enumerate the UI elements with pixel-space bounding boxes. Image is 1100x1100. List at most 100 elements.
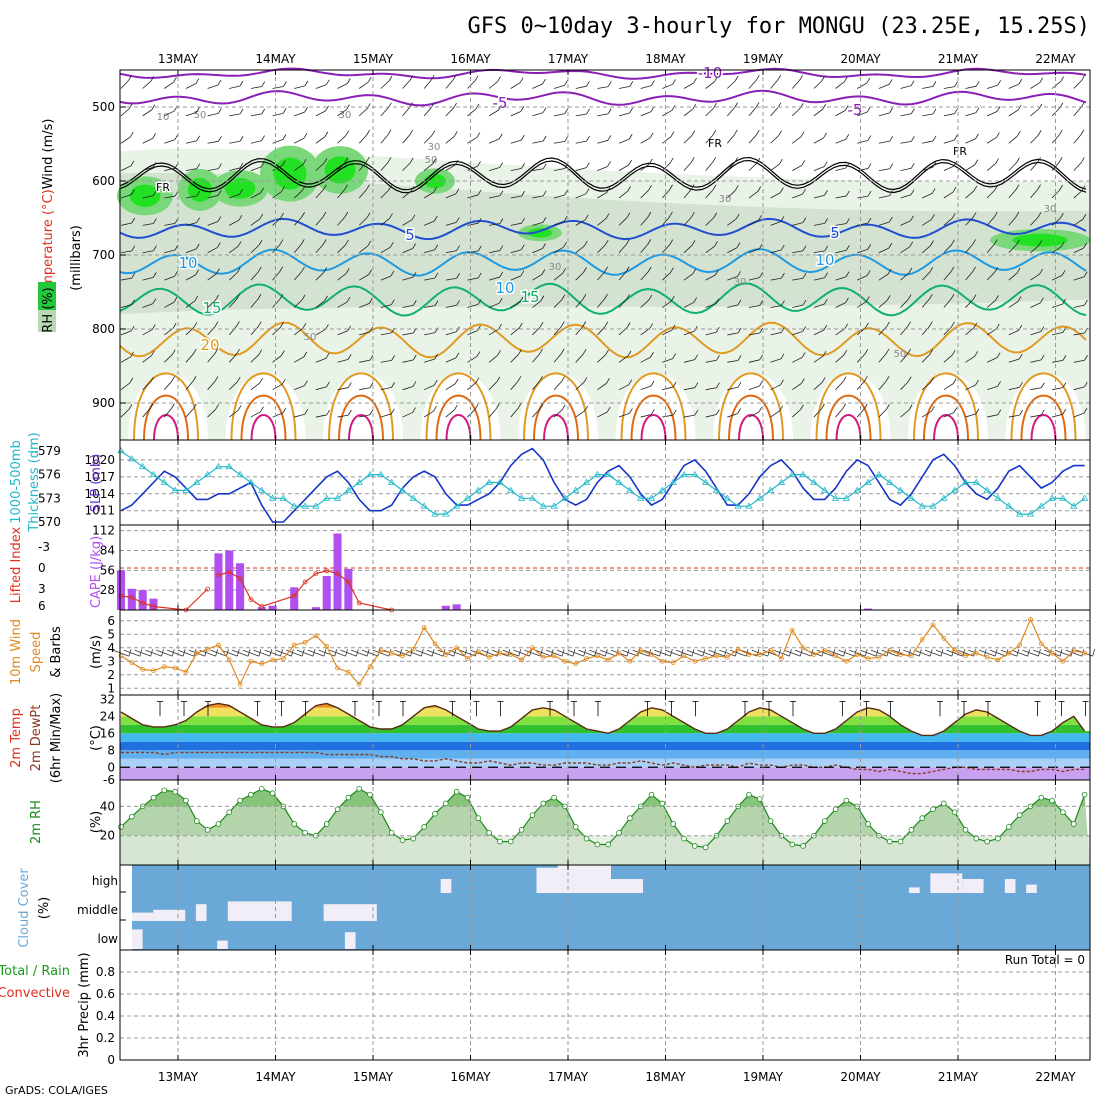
wind-barb-feather	[1083, 407, 1088, 414]
wind-barb-feather	[756, 157, 761, 164]
wind-barb-feather	[369, 354, 374, 361]
wind-speed-marker	[562, 658, 568, 664]
rh-marker	[897, 838, 904, 845]
wind-barb	[164, 249, 176, 254]
wind-barb	[1051, 134, 1060, 144]
wind-barb-feather	[1081, 185, 1086, 191]
wind-barb-feather	[152, 272, 157, 278]
wind-barb-feather	[1017, 296, 1022, 302]
wind-barb	[575, 272, 584, 281]
wind-barb	[229, 193, 240, 199]
thickness-marker	[842, 494, 851, 501]
wind-barb	[792, 357, 803, 363]
wind-barb	[380, 275, 392, 281]
wind-barb	[359, 303, 370, 308]
cloud-clear-cell	[344, 932, 356, 949]
wind-barb	[185, 353, 194, 363]
rh-marker	[248, 791, 254, 798]
top-date-label: 17MAY	[548, 52, 589, 66]
wind-barb	[142, 80, 152, 89]
precip-tick-label: 0.4	[96, 1009, 115, 1023]
wind-barb-feather	[476, 351, 481, 357]
thickness-marker	[950, 486, 959, 493]
label-part: (%)	[37, 897, 52, 920]
wind-speed-marker	[789, 627, 795, 633]
thickness-marker	[1080, 494, 1089, 501]
wind-barb-feather	[388, 185, 392, 191]
surface-contour-35	[640, 414, 667, 441]
wind-barb	[337, 414, 349, 418]
wind-barb-feather	[929, 266, 934, 273]
surface-wind-barb	[773, 649, 790, 657]
pressure-tick-label: 700	[92, 248, 115, 262]
thickness-marker	[918, 502, 926, 509]
wind-barb	[640, 111, 652, 117]
wind-barb-feather	[650, 106, 655, 112]
wind-barb	[705, 161, 714, 171]
wind-barb	[986, 137, 997, 144]
wind-barb-feather	[153, 245, 157, 251]
wind-barb-feather	[561, 294, 566, 300]
temp-band	[120, 703, 1090, 708]
pressure-axis-label: (millibars)	[69, 225, 84, 291]
thickness-marker	[1015, 510, 1024, 517]
wind-barb-feather	[628, 379, 633, 385]
wind-barb-feather	[409, 129, 414, 136]
temp-contour-5	[119, 217, 1087, 241]
wind-speed-marker	[1060, 658, 1066, 664]
wind-barb-feather	[173, 77, 177, 83]
surface-wind-barb-feather	[1092, 649, 1095, 657]
wind-barb	[380, 218, 390, 226]
wind-barb	[1073, 162, 1082, 171]
rh-marker	[432, 810, 438, 817]
wind-barb	[813, 80, 823, 89]
wind-barb	[532, 381, 540, 390]
wind-barb	[1030, 359, 1042, 363]
wind-barb-feather	[387, 129, 392, 136]
wind-barb-feather	[693, 297, 698, 303]
wind-barb	[727, 162, 735, 171]
wind-barb-feather	[412, 407, 416, 413]
wind-barb	[1073, 134, 1082, 144]
wind-barb	[813, 303, 825, 308]
wind-barb	[618, 413, 630, 418]
surface-wind-barb	[210, 649, 227, 657]
wind-barb-feather	[412, 243, 416, 249]
wind-barb-feather	[345, 239, 349, 246]
cloud-units: (%)	[37, 897, 52, 920]
wind-ylabel-1: 10m Wind	[9, 619, 24, 685]
wind-speed-marker	[714, 653, 719, 659]
wind-barb-feather	[542, 135, 547, 142]
surface-wind-barb	[1033, 649, 1050, 657]
surface-contour-25	[133, 372, 199, 441]
wind-barb-feather	[778, 130, 782, 136]
wind-barb	[857, 195, 869, 199]
wind-barb	[488, 276, 500, 281]
wind-barb	[813, 108, 823, 117]
wind-barb-feather	[301, 266, 305, 273]
wind-barb	[618, 271, 627, 281]
slp-line	[120, 447, 1085, 523]
wind-barb	[488, 138, 500, 144]
surface-wind-barb	[307, 649, 325, 657]
top-date-label: 16MAY	[450, 52, 491, 66]
wind-barb	[705, 81, 715, 89]
thickness-marker	[128, 455, 136, 462]
rh-marker	[605, 841, 612, 848]
wind-barb-feather	[629, 107, 633, 114]
label-part: (6hr Min/Max)	[49, 693, 64, 783]
wind-barb	[164, 301, 175, 308]
surface-contour-30	[825, 394, 872, 441]
wind-barb	[921, 298, 930, 308]
wind-barb-feather	[607, 135, 612, 141]
wind-barb	[683, 330, 695, 336]
surface-contour-30	[143, 394, 189, 441]
wind-barb-feather	[607, 161, 611, 167]
wind-barb-feather	[324, 295, 328, 302]
wind-barb	[921, 410, 932, 418]
dewpoint-ylabel: 2m DewPt	[29, 705, 44, 772]
wind-barb-feather	[672, 79, 676, 85]
wind-barb	[293, 299, 303, 308]
wind-barb-feather	[128, 404, 133, 410]
wind-barb-feather	[931, 214, 935, 220]
